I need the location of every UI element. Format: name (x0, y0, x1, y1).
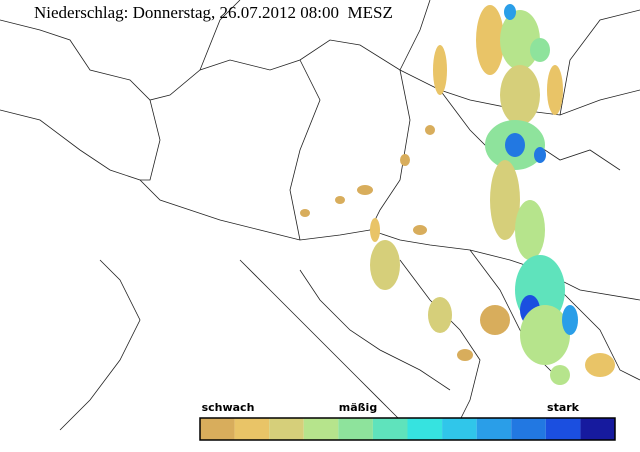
color-swatch (545, 418, 581, 440)
color-swatch (580, 418, 615, 440)
color-swatch (476, 418, 512, 440)
precipitation (300, 4, 615, 385)
color-swatch (303, 418, 339, 440)
legend-label: mäßig (339, 401, 377, 414)
borders (0, 0, 640, 441)
color-swatch (511, 418, 546, 440)
color-swatch (407, 418, 443, 440)
color-swatch (269, 418, 304, 440)
color-swatch (200, 418, 235, 440)
legend-label: schwach (202, 401, 255, 414)
legend-label: stark (547, 401, 580, 414)
color-scale-frame (199, 417, 616, 441)
color-scale (199, 417, 616, 441)
color-swatch (372, 418, 408, 440)
color-swatch (338, 418, 373, 440)
map-title: Niederschlag: Donnerstag, 26.07.2012 08:… (34, 3, 393, 22)
color-swatch (442, 418, 477, 440)
color-swatch (234, 418, 270, 440)
